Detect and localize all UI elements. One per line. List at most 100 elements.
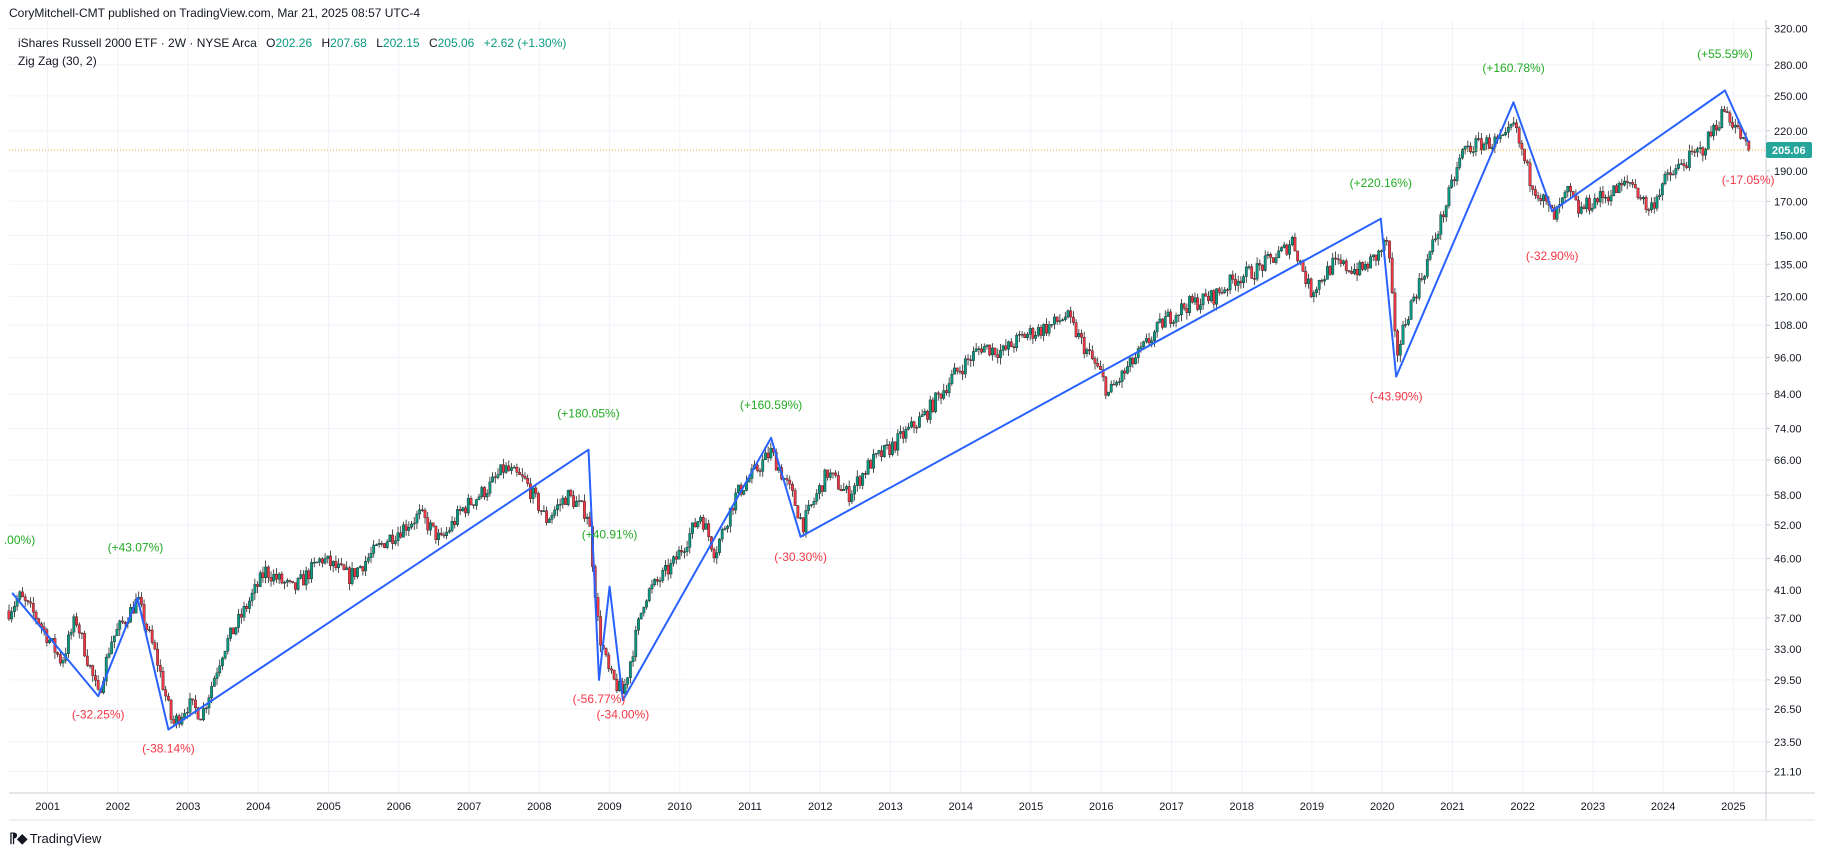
- candle: [826, 469, 829, 481]
- candle-body: [1115, 381, 1119, 386]
- candle: [647, 587, 651, 603]
- candle-body: [1296, 250, 1300, 262]
- candle: [1066, 309, 1070, 319]
- candle: [61, 656, 65, 668]
- candle-body: [320, 558, 324, 564]
- candle: [1488, 133, 1491, 150]
- candle: [1552, 204, 1556, 220]
- candle: [166, 692, 170, 702]
- price-axis[interactable]: 21.10 23.50 26.50 29.50 33.00 37.00 41.00 46.00…: [1766, 23, 1808, 778]
- candle-body: [545, 510, 549, 523]
- candle: [1196, 293, 1200, 312]
- candle: [1293, 232, 1297, 252]
- candle: [215, 667, 219, 686]
- candle: [13, 601, 16, 618]
- candle: [1034, 331, 1037, 342]
- candle: [512, 465, 516, 469]
- candle-body: [893, 441, 897, 451]
- x-tick-label: 2003: [176, 801, 200, 813]
- candle-body: [1531, 185, 1535, 190]
- candle-body: [10, 611, 14, 620]
- candle-body: [980, 348, 983, 353]
- candle-body: [899, 431, 902, 434]
- candle: [1026, 331, 1029, 341]
- candle: [1093, 356, 1097, 370]
- candle-body: [1741, 137, 1745, 139]
- candle-body: [515, 466, 519, 473]
- candle-body: [1239, 280, 1243, 284]
- open-value: 202.26: [275, 36, 313, 50]
- candle: [1404, 317, 1408, 328]
- candle: [107, 647, 111, 659]
- candle: [604, 647, 608, 658]
- zigzag-indicator-label[interactable]: Zig Zag (30, 2): [18, 54, 97, 68]
- zigzag-pivot: [1724, 89, 1726, 92]
- candle-body: [1039, 327, 1043, 336]
- candle: [1220, 286, 1224, 295]
- candle: [515, 463, 519, 477]
- candle-body: [1506, 127, 1510, 133]
- candle: [1512, 116, 1516, 127]
- candle: [1009, 338, 1013, 348]
- candle-body: [391, 534, 395, 544]
- candle-body: [1390, 257, 1394, 294]
- candle-body: [658, 580, 662, 582]
- candle-body: [988, 344, 992, 356]
- candle: [1687, 144, 1691, 171]
- candle: [242, 601, 246, 622]
- candle: [1358, 260, 1362, 277]
- symbol-description[interactable]: iShares Russell 2000 ETF · 2W · NYSE Arc…: [18, 36, 257, 50]
- candle: [434, 525, 438, 544]
- candle-body: [242, 606, 246, 618]
- candle-body: [107, 653, 111, 658]
- candle-body: [888, 444, 892, 455]
- candle-body: [323, 558, 327, 564]
- candle-body: [942, 390, 946, 399]
- candle: [1004, 339, 1008, 352]
- candle: [537, 491, 540, 514]
- time-axis[interactable]: 2001 2002 2003 2004 2005 2006 2007 2008 2009 2010…: [35, 801, 1745, 813]
- candle: [245, 603, 249, 612]
- candle: [947, 377, 951, 398]
- candle: [323, 553, 327, 565]
- candle-body: [1598, 191, 1602, 203]
- candle-body: [566, 490, 570, 505]
- candle-body: [1180, 303, 1183, 316]
- candle: [302, 570, 305, 586]
- candle-body: [1050, 324, 1054, 326]
- candle: [863, 470, 867, 479]
- candle-body: [1620, 182, 1624, 186]
- candle: [1642, 195, 1645, 205]
- zigzag-pivot: [11, 592, 14, 595]
- candle: [447, 527, 451, 534]
- grid: [9, 20, 1815, 821]
- candle-body: [1452, 179, 1456, 182]
- candle-body: [1350, 270, 1354, 274]
- candle-body: [472, 504, 476, 506]
- published-by-header: CoryMitchell-CMT published on TradingVie…: [9, 6, 421, 20]
- candle-body: [718, 538, 721, 553]
- candle: [377, 538, 381, 548]
- candle-body: [1323, 279, 1327, 282]
- candle: [1671, 169, 1675, 176]
- candle-body: [553, 509, 557, 516]
- candle-body: [215, 672, 219, 679]
- candle-body: [958, 370, 962, 373]
- candle-body: [80, 632, 84, 635]
- candle-body: [1639, 197, 1643, 200]
- candle: [80, 632, 84, 640]
- candle: [1733, 118, 1737, 134]
- candle-body: [737, 484, 740, 494]
- candle: [164, 685, 168, 702]
- candle-body: [974, 348, 978, 352]
- candle: [31, 597, 35, 619]
- candle-body: [720, 529, 724, 540]
- candle-body: [1225, 289, 1229, 291]
- y-tick-label: 280.00: [1774, 60, 1808, 72]
- zigzag-percent-label: (-56.77%): [573, 692, 626, 706]
- candle-body: [1747, 140, 1751, 151]
- candle: [1385, 236, 1389, 246]
- candle: [1615, 183, 1618, 194]
- candle-body: [1174, 315, 1178, 323]
